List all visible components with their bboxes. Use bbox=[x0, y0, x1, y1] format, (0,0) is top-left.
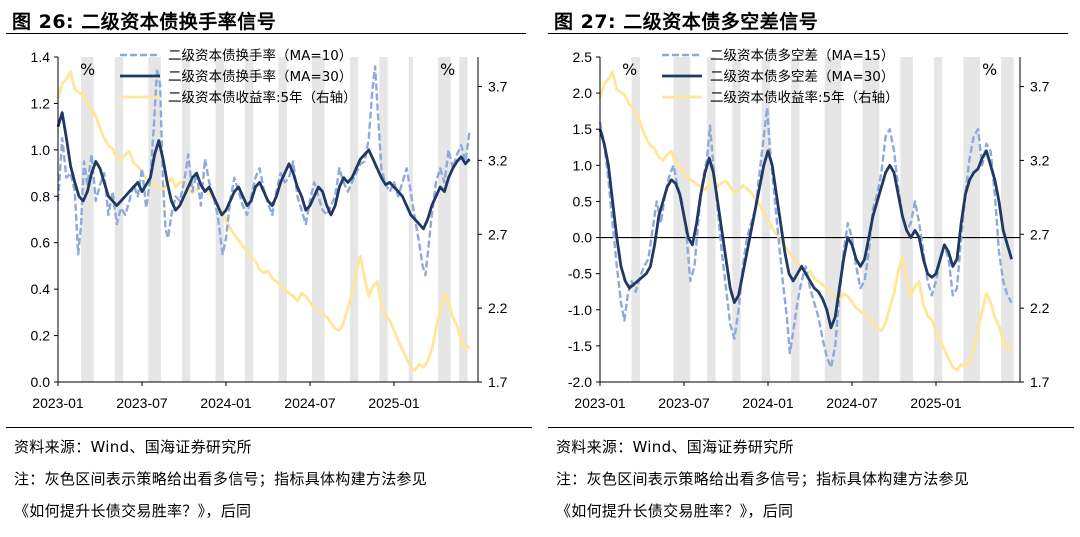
signal-band bbox=[148, 57, 161, 382]
y-tick-label-left: 0.5 bbox=[573, 193, 593, 209]
signal-band bbox=[181, 57, 191, 382]
x-tick-label: 2023-07 bbox=[658, 395, 710, 411]
x-tick-label: 2024-01 bbox=[200, 395, 252, 411]
shading-note: 注：灰色区间表示策略给出看多信号；指标具体构建方法参见 bbox=[556, 470, 970, 488]
y-tick-label-left: -1.5 bbox=[568, 338, 592, 354]
figure-title: 图 27: 二级资本债多空差信号 bbox=[554, 11, 819, 33]
y-tick-label-right: 3.7 bbox=[1030, 79, 1050, 95]
y-tick-label-left: 1.0 bbox=[573, 157, 593, 173]
signal-band bbox=[349, 57, 359, 382]
signal-band bbox=[673, 57, 691, 382]
series-line-2 bbox=[56, 70, 471, 372]
legend: 二级资本债换手率（MA=10） 二级资本债换手率（MA=30） 二级资本债收益率:5… bbox=[120, 47, 357, 106]
legend-label: 二级资本债多空差（MA=15） bbox=[710, 47, 894, 64]
y-tick-label-left: -1.0 bbox=[568, 302, 592, 318]
method-reference: 《如何提升长债交易胜率？》，后同 bbox=[14, 502, 252, 520]
legend-label: 二级资本债收益率:5年（右轴） bbox=[710, 89, 899, 106]
y-tick-label-left: -0.5 bbox=[568, 266, 592, 282]
figure-header: 图 27: 二级资本债多空差信号 bbox=[548, 4, 1068, 34]
y-tick-label-left: 2.0 bbox=[573, 85, 593, 101]
y-tick-label-left: 1.4 bbox=[31, 49, 51, 65]
signal-band bbox=[278, 57, 287, 382]
figure-header: 图 26: 二级资本债换手率信号 bbox=[6, 4, 526, 34]
y-tick-label-left: 0.6 bbox=[31, 235, 51, 251]
y-tick-label-left: 0.8 bbox=[31, 188, 51, 204]
signal-band bbox=[933, 57, 943, 382]
y-tick-label-right: 1.7 bbox=[1030, 374, 1050, 390]
y-tick-label-left: 1.5 bbox=[573, 121, 593, 137]
x-tick-label: 2024-01 bbox=[742, 395, 794, 411]
y-tick-label-left: 0.4 bbox=[31, 281, 51, 297]
x-tick-label: 2023-01 bbox=[574, 395, 626, 411]
signal-band bbox=[761, 57, 771, 382]
y-tick-label-left: 0.0 bbox=[31, 374, 51, 390]
right-unit-label: % bbox=[440, 60, 455, 79]
y-tick-label-left: 1.0 bbox=[31, 142, 51, 158]
legend-label: 二级资本债换手率（MA=30） bbox=[168, 68, 352, 85]
signal-band bbox=[81, 57, 94, 382]
signal-band bbox=[732, 57, 741, 382]
y-tick-label-right: 2.7 bbox=[488, 226, 508, 242]
series-line-1 bbox=[56, 111, 471, 231]
right-unit-label: % bbox=[982, 60, 997, 79]
left-unit-label: % bbox=[622, 60, 637, 79]
y-tick-label-left: 0.2 bbox=[31, 328, 51, 344]
series-line-1 bbox=[598, 128, 1013, 330]
left-unit-label: % bbox=[80, 60, 95, 79]
legend-label: 二级资本债多空差（MA=30） bbox=[710, 68, 894, 85]
y-tick-label-right: 2.7 bbox=[1030, 226, 1050, 242]
y-tick-label-left: 2.5 bbox=[573, 49, 593, 65]
series-line-2 bbox=[598, 70, 1013, 372]
signal-band bbox=[312, 57, 325, 382]
signal-band bbox=[791, 57, 800, 382]
legend: 二级资本债多空差（MA=15） 二级资本债多空差（MA=30） 二级资本债收益率:5… bbox=[662, 47, 899, 106]
signal-band bbox=[408, 57, 413, 382]
y-tick-label-right: 3.7 bbox=[488, 79, 508, 95]
y-tick-label-left: -2.0 bbox=[568, 374, 592, 390]
y-tick-label-right: 3.2 bbox=[488, 152, 508, 168]
figure-footer: 资料来源：Wind、国海证券研究所 注：灰色区间表示策略给出看多信号；指标具体构… bbox=[548, 427, 1074, 537]
x-tick-label: 2023-01 bbox=[32, 395, 84, 411]
series-line-0 bbox=[56, 65, 471, 277]
signal-band bbox=[244, 57, 254, 382]
y-tick-label-right: 1.7 bbox=[488, 374, 508, 390]
signal-band bbox=[963, 57, 981, 382]
x-tick-label: 2024-07 bbox=[826, 395, 878, 411]
y-tick-label-left: 0.0 bbox=[573, 230, 593, 246]
y-tick-label-right: 2.2 bbox=[488, 300, 508, 316]
signal-band bbox=[900, 57, 913, 382]
legend-label: 二级资本债换手率（MA=10） bbox=[168, 47, 352, 64]
x-tick-label: 2023-07 bbox=[116, 395, 168, 411]
turnover-chart: 1.4 1.2 1.0 0.8 0.6 0.4 0.2 0.0 3.7 3.2 2.7 2.2 1.7 2… bbox=[31, 47, 508, 411]
y-tick-label-right: 3.2 bbox=[1030, 152, 1050, 168]
y-tick-label-left: 1.2 bbox=[31, 95, 51, 111]
signal-band bbox=[631, 57, 640, 382]
source-note: 资料来源：Wind、国海证券研究所 bbox=[14, 438, 252, 456]
shading-note: 注：灰色区间表示策略给出看多信号；指标具体构建方法参见 bbox=[14, 470, 428, 488]
chart-panel-longshort: 图 27: 二级资本债多空差信号 2.5 2.0 1.5 1.0 0.5 0.0 -0.5 -… bbox=[548, 0, 1078, 537]
signal-band bbox=[438, 57, 451, 382]
signal-band bbox=[459, 57, 468, 382]
x-tick-label: 2025-01 bbox=[910, 395, 962, 411]
y-tick-label-right: 2.2 bbox=[1030, 300, 1050, 316]
method-reference: 《如何提升长债交易胜率？》，后同 bbox=[556, 502, 794, 520]
signal-band bbox=[379, 57, 388, 382]
legend-label: 二级资本债收益率:5年（右轴） bbox=[168, 89, 357, 106]
figure-title: 图 26: 二级资本债换手率信号 bbox=[12, 11, 277, 33]
x-tick-label: 2024-07 bbox=[284, 395, 336, 411]
signal-band bbox=[707, 57, 716, 382]
signal-band bbox=[215, 57, 224, 382]
figure-footer: 资料来源：Wind、国海证券研究所 注：灰色区间表示策略给出看多信号；指标具体构… bbox=[6, 427, 532, 537]
longshort-chart: 2.5 2.0 1.5 1.0 0.5 0.0 -0.5 -1.0 -1.5 -2.0 3.7 3.2… bbox=[568, 47, 1050, 411]
chart-panel-turnover: 图 26: 二级资本债换手率信号 1.4 1.2 1.0 0.8 0.6 0.4 0.2 0.… bbox=[6, 0, 536, 537]
x-tick-label: 2025-01 bbox=[368, 395, 420, 411]
source-note: 资料来源：Wind、国海证券研究所 bbox=[556, 438, 794, 456]
